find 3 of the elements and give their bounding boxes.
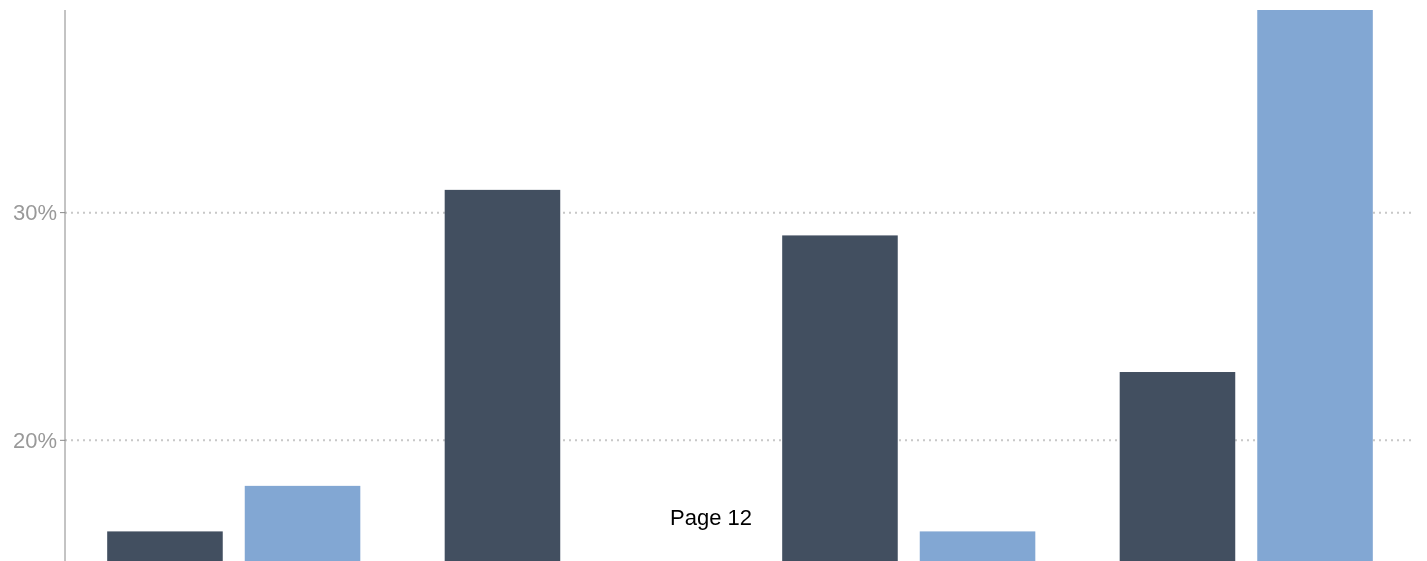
annotation: Page 12 <box>670 504 752 530</box>
y-tick-label: 30% <box>12 200 57 226</box>
y-tick-label: 20% <box>12 428 57 454</box>
